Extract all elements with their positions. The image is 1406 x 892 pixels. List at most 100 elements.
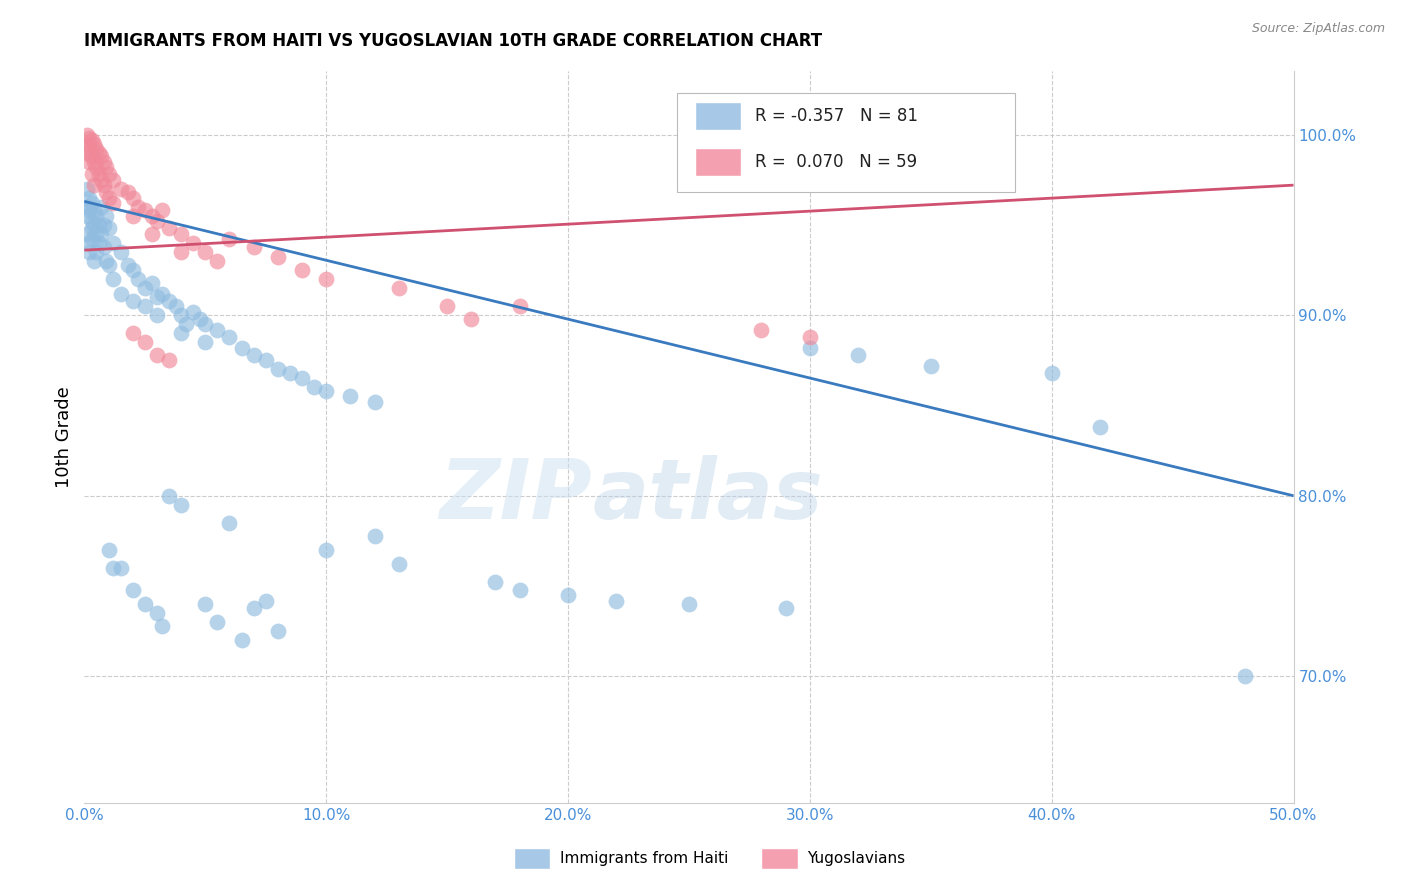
Text: Immigrants from Haiti: Immigrants from Haiti [560,851,728,866]
Point [207,615,229,630]
Point [127,200,149,214]
Point [254,593,277,607]
Point [231,633,253,648]
Point [121,326,143,341]
Point [1040,366,1063,380]
Point [90,149,112,163]
Point [77,235,100,250]
Point [207,323,229,337]
Point [150,619,173,633]
Point [87,167,110,181]
Point [93,218,115,232]
Point [150,286,173,301]
Point [80,221,103,235]
Point [110,182,132,196]
Point [76,227,98,241]
Point [76,209,98,223]
Point [80,232,103,246]
FancyBboxPatch shape [762,848,797,869]
Point [76,136,98,151]
FancyBboxPatch shape [513,848,550,869]
Point [267,251,290,265]
FancyBboxPatch shape [676,94,1015,192]
Point [146,290,169,304]
Text: IMMIGRANTS FROM HAITI VS YUGOSLAVIAN 10TH GRADE CORRELATION CHART: IMMIGRANTS FROM HAITI VS YUGOSLAVIAN 10T… [84,32,823,50]
Point [363,528,385,542]
Point [509,582,531,597]
Point [134,299,156,313]
Text: Source: ZipAtlas.com: Source: ZipAtlas.com [1251,22,1385,36]
Text: Yugoslavians: Yugoslavians [807,851,905,866]
Point [242,348,264,362]
Point [141,209,163,223]
Point [80,196,103,211]
Point [93,154,115,169]
Point [1088,420,1111,434]
Point [194,597,217,611]
Point [93,178,115,193]
Point [242,600,264,615]
Point [77,154,100,169]
Text: ZIP: ZIP [440,455,592,536]
Point [254,353,277,368]
Point [141,227,163,241]
Point [87,235,110,250]
Point [97,221,120,235]
Point [165,299,187,313]
Point [181,304,204,318]
Point [86,160,108,174]
Point [170,326,193,341]
FancyBboxPatch shape [695,102,741,130]
Point [90,227,112,241]
Point [86,142,108,156]
Point [194,317,217,331]
Point [146,606,169,620]
Point [605,593,627,607]
Point [76,145,98,160]
Point [231,341,253,355]
Point [80,133,103,147]
Point [83,254,105,268]
Point [242,239,264,253]
Point [751,323,773,337]
Point [90,172,112,186]
Point [194,244,217,259]
Point [121,191,143,205]
Point [86,209,108,223]
Point [110,244,132,259]
Point [117,258,139,272]
Text: atlas: atlas [592,455,823,536]
Point [146,348,169,362]
Point [80,214,103,228]
Point [315,272,337,286]
Point [110,561,132,575]
Point [93,239,115,253]
Point [134,335,156,350]
Point [90,200,112,214]
Point [103,196,125,211]
Point [97,191,120,205]
Point [103,172,125,186]
Point [267,624,290,639]
Point [557,588,579,602]
Point [678,597,700,611]
Point [157,489,180,503]
Point [146,308,169,322]
Point [103,272,125,286]
Point [103,235,125,250]
Point [846,348,869,362]
Point [94,209,117,223]
Point [94,186,117,200]
Point [134,203,156,218]
Point [363,395,385,409]
Point [121,209,143,223]
Point [799,330,821,344]
Point [77,203,100,218]
Point [339,389,361,403]
Point [77,131,100,145]
Point [83,178,105,193]
Point [267,362,290,376]
Point [77,191,100,205]
Point [80,149,103,163]
Point [76,128,98,142]
